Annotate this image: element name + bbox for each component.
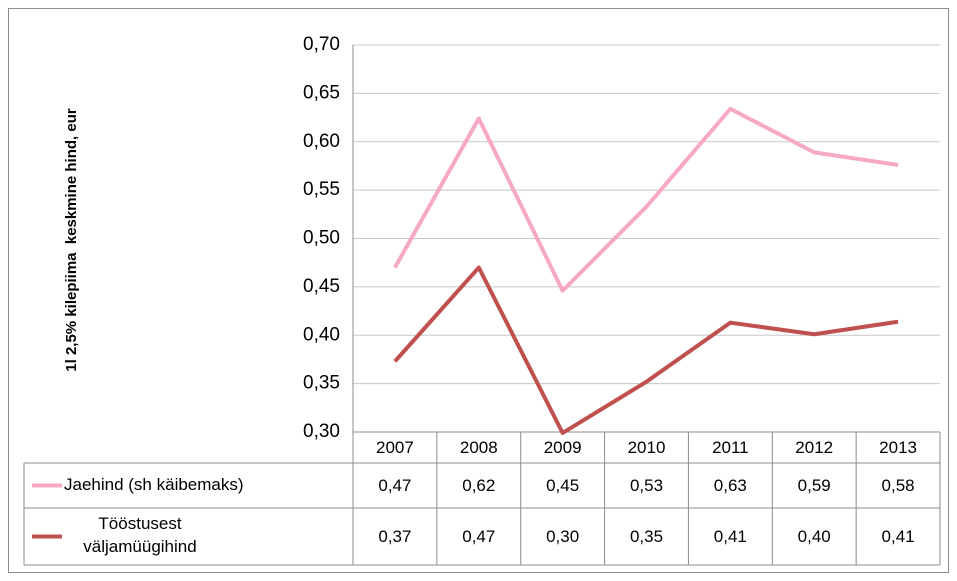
- x-tick-label: 2011: [712, 438, 749, 457]
- y-tick-label: 0,35: [303, 373, 340, 394]
- table-value: 0,41: [714, 527, 747, 546]
- x-tick-label: 2008: [460, 438, 498, 457]
- y-tick-label: 0,60: [303, 131, 340, 152]
- table-value: 0,41: [882, 527, 915, 546]
- table-value: 0,59: [798, 476, 831, 495]
- table-value: 0,45: [546, 476, 579, 495]
- table-value: 0,30: [546, 527, 579, 546]
- x-tick-label: 2010: [628, 438, 666, 457]
- series-line: [393, 265, 899, 435]
- y-tick-label: 0,45: [303, 276, 340, 297]
- x-tick-label: 2013: [879, 438, 917, 457]
- table-value: 0,53: [630, 476, 663, 495]
- legend-label: Jaehind (sh käibemaks): [64, 475, 244, 494]
- y-axis-title: 1l 2,5% kilepiima keskmine hind, eur: [63, 108, 80, 372]
- table-value: 0,63: [714, 476, 747, 495]
- legend-label: Tööstusest väljamüügihind: [83, 514, 197, 556]
- table-value: 0,40: [798, 527, 831, 546]
- table-value: 0,37: [378, 527, 411, 546]
- legend-label-box: Tööstusest väljamüügihind: [83, 514, 197, 556]
- y-tick-label: 0,65: [303, 82, 340, 103]
- x-tick-label: 2009: [544, 438, 582, 457]
- table-value: 0,35: [630, 527, 663, 546]
- table-value: 0,62: [462, 476, 495, 495]
- x-tick-label: 2012: [795, 438, 833, 457]
- y-tick-label: 0,55: [303, 179, 340, 200]
- x-tick-label: 2007: [376, 438, 414, 457]
- series-line: [393, 106, 899, 293]
- table-value: 0,47: [462, 527, 495, 546]
- table-value: 0,47: [378, 476, 411, 495]
- y-tick-label: 0,40: [303, 324, 340, 345]
- chart-border: [8, 8, 949, 573]
- table-value: 0,58: [882, 476, 915, 495]
- y-tick-label: 0,50: [303, 228, 340, 249]
- y-tick-label: 0,30: [303, 421, 340, 442]
- y-tick-label: 0,70: [303, 34, 340, 55]
